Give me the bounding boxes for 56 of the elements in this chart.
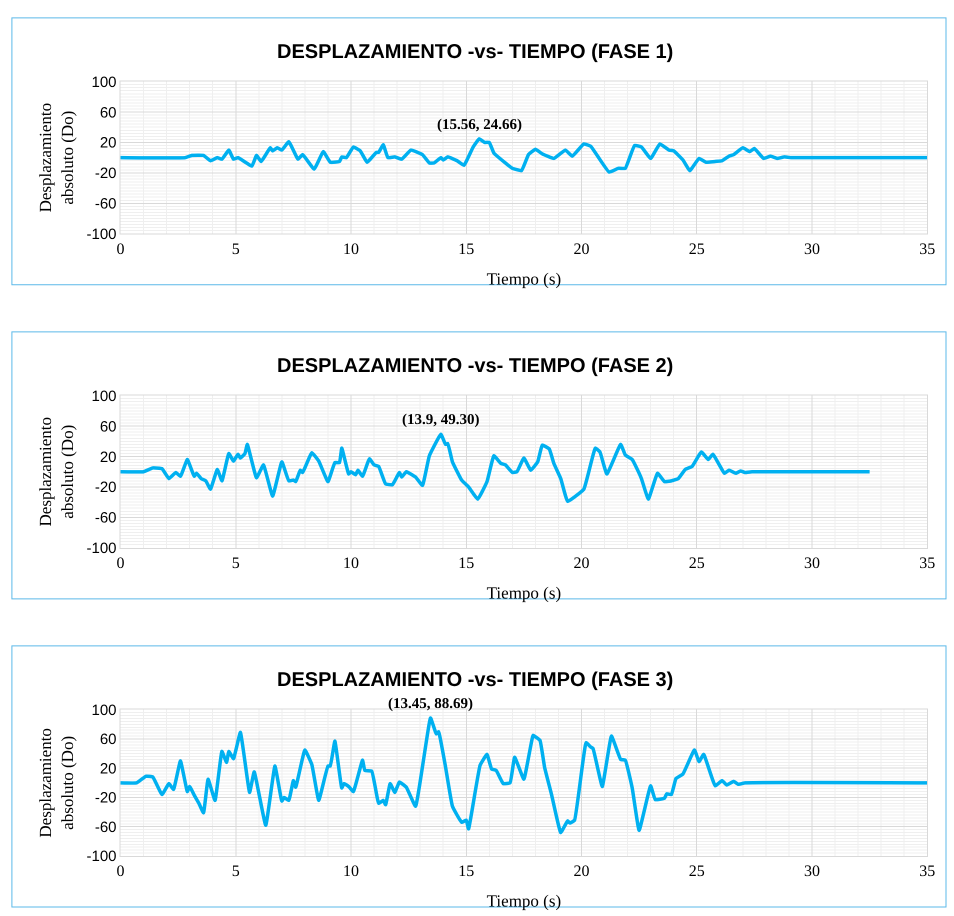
chart-title: DESPLAZAMIENTO -vs- TIEMPO (FASE 2) bbox=[277, 355, 674, 377]
x-tick-label: 10 bbox=[343, 240, 360, 258]
x-tick-label: 0 bbox=[116, 863, 125, 880]
x-tick-label: 10 bbox=[343, 863, 360, 880]
y-tick-label: 60 bbox=[100, 104, 117, 122]
y-tick-label: -100 bbox=[86, 540, 117, 558]
annotation: (13.45, 88.69) bbox=[388, 696, 473, 712]
line-series bbox=[120, 432, 872, 504]
y-tick-label: -20 bbox=[94, 165, 117, 182]
y-tick-label: -100 bbox=[86, 226, 117, 243]
x-tick-label: 30 bbox=[804, 554, 820, 572]
line-series bbox=[120, 137, 928, 174]
x-axis-title: Tiempo (s) bbox=[486, 583, 562, 602]
x-tick-label: 10 bbox=[343, 554, 360, 572]
y-tick-label: -60 bbox=[94, 196, 117, 213]
x-tick-label: 35 bbox=[919, 863, 936, 880]
y-axis-title: Desplazamiento absoluto (Do) bbox=[36, 728, 78, 838]
y-tick-label: 100 bbox=[91, 702, 117, 719]
y-tick-label: 100 bbox=[91, 74, 117, 91]
y-tick-label: 20 bbox=[100, 760, 117, 778]
chart-title: DESPLAZAMIENTO -vs- TIEMPO (FASE 3) bbox=[277, 669, 674, 691]
x-tick-label: 20 bbox=[573, 863, 590, 880]
x-tick-label: 5 bbox=[232, 863, 240, 880]
x-tick-label: 35 bbox=[919, 240, 936, 258]
x-tick-label: 20 bbox=[573, 240, 590, 258]
y-tick-label: -60 bbox=[94, 818, 117, 836]
x-axis-title: Tiempo (s) bbox=[486, 892, 562, 911]
x-tick-label: 15 bbox=[458, 863, 474, 880]
x-tick-label: 5 bbox=[232, 554, 240, 572]
y-tick-label: 60 bbox=[100, 731, 117, 748]
x-tick-label: 25 bbox=[688, 240, 705, 258]
x-tick-label: 35 bbox=[919, 554, 936, 572]
x-axis-title: Tiempo (s) bbox=[486, 269, 562, 288]
y-tick-label: -60 bbox=[94, 510, 117, 527]
x-tick-label: 25 bbox=[688, 863, 705, 880]
x-tick-label: 15 bbox=[458, 240, 474, 258]
y-tick-label: 100 bbox=[91, 388, 117, 405]
x-tick-label: 5 bbox=[232, 240, 240, 258]
y-tick-label: -20 bbox=[94, 790, 117, 807]
y-axis-title: Desplazamiento absoluto (Do) bbox=[36, 416, 78, 526]
annotation: (15.56, 24.66) bbox=[437, 117, 522, 133]
y-tick-label: 60 bbox=[100, 418, 117, 436]
y-tick-label: 20 bbox=[100, 134, 117, 152]
x-tick-label: 15 bbox=[458, 554, 474, 572]
y-tick-label: -100 bbox=[86, 848, 117, 866]
annotation: (13.9, 49.30) bbox=[402, 412, 480, 428]
x-tick-label: 0 bbox=[116, 240, 125, 258]
x-tick-label: 20 bbox=[573, 554, 590, 572]
x-tick-label: 25 bbox=[688, 554, 705, 572]
y-axis-title: Desplazamiento absoluto (Do) bbox=[36, 102, 78, 212]
y-tick-label: -20 bbox=[94, 479, 117, 496]
y-tick-label: 20 bbox=[100, 448, 117, 466]
chart-title: DESPLAZAMIENTO -vs- TIEMPO (FASE 1) bbox=[277, 41, 674, 63]
x-tick-label: 0 bbox=[116, 554, 125, 572]
x-tick-label: 30 bbox=[804, 863, 820, 880]
x-tick-label: 30 bbox=[804, 240, 820, 258]
